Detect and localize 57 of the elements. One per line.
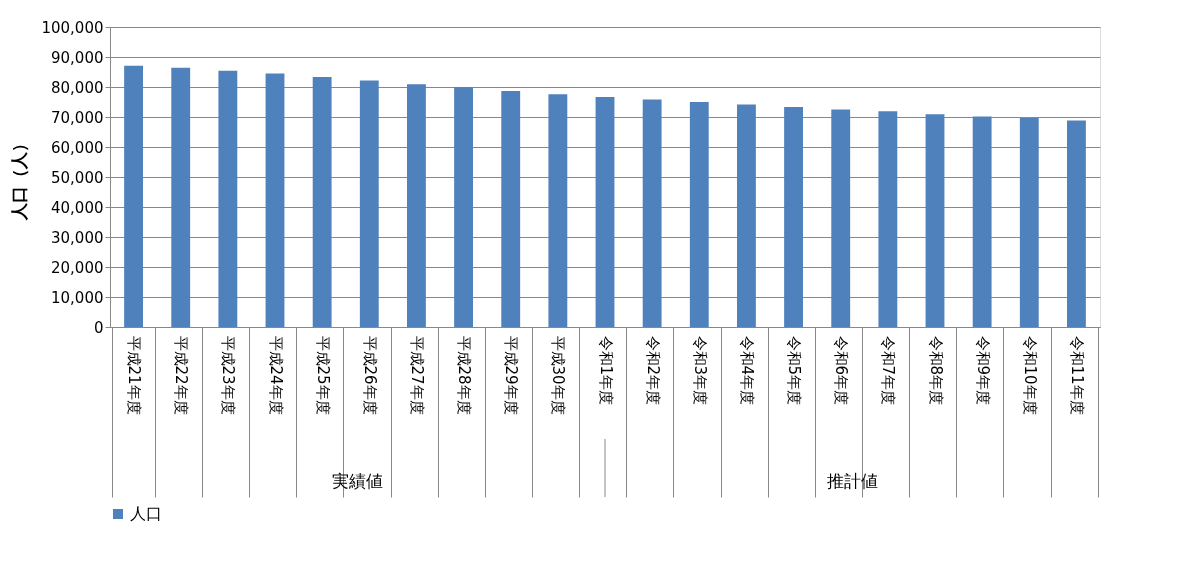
- x-tick-label: 令和5年度: [785, 335, 804, 406]
- x-tick-label: 令和2年度: [643, 335, 662, 406]
- x-tick-label: 平成26年度: [360, 335, 379, 415]
- bar: [171, 67, 191, 327]
- x-tick-label: 平成21年度: [125, 335, 144, 415]
- bar: [454, 87, 473, 327]
- bar: [312, 77, 332, 327]
- y-tick-label: 40,000: [51, 198, 104, 217]
- bar: [1019, 117, 1039, 327]
- y-tick-label: 30,000: [51, 228, 104, 247]
- y-tick-label: 50,000: [51, 168, 104, 187]
- bar: [359, 80, 379, 327]
- y-tick-label: 80,000: [51, 78, 104, 97]
- bar: [831, 109, 851, 327]
- bar: [407, 84, 426, 327]
- bar: [124, 65, 143, 327]
- x-tick-label: 平成25年度: [313, 335, 332, 415]
- y-tick-label: 60,000: [51, 138, 104, 157]
- x-tick-label: 平成27年度: [407, 335, 426, 415]
- x-tick-label: 平成30年度: [549, 335, 568, 415]
- y-axis-title: 人口（人）: [9, 135, 30, 221]
- x-tick-label: 令和1年度: [596, 335, 615, 406]
- x-tick-label: 平成28年度: [455, 335, 474, 415]
- y-tick-label: 0: [93, 318, 104, 337]
- bar: [548, 94, 568, 327]
- x-tick-label: 令和9年度: [973, 335, 992, 406]
- x-tick-label: 平成22年度: [172, 335, 191, 415]
- x-tick-label: 令和10年度: [1020, 335, 1039, 415]
- bar: [501, 90, 521, 327]
- bar: [878, 111, 898, 327]
- y-tick-label: 90,000: [51, 48, 104, 67]
- bar: [642, 99, 662, 327]
- x-tick-label: 平成24年度: [266, 335, 285, 415]
- x-tick-label: 令和6年度: [832, 335, 851, 406]
- x-tick-label: 令和3年度: [690, 335, 709, 406]
- bar: [1067, 120, 1086, 327]
- bar: [218, 70, 238, 327]
- legend-label: 人口: [130, 504, 162, 523]
- x-tick-label: 令和11年度: [1067, 335, 1086, 415]
- x-tick-label: 平成29年度: [502, 335, 521, 415]
- bar: [972, 116, 992, 327]
- y-tick-label: 100,000: [41, 18, 104, 37]
- bar: [784, 107, 803, 327]
- x-tick-label: 令和4年度: [737, 335, 756, 406]
- x-tick-label: 令和8年度: [926, 335, 945, 406]
- bar: [737, 104, 756, 327]
- x-tick-label: 平成23年度: [219, 335, 238, 415]
- text: 推計値: [827, 471, 878, 491]
- x-tick-label: 令和7年度: [879, 335, 898, 406]
- y-tick-label: 20,000: [51, 258, 104, 277]
- bar: [265, 73, 285, 327]
- bar: [925, 114, 945, 327]
- y-tick-label: 10,000: [51, 288, 104, 307]
- bar: [595, 96, 615, 327]
- text: 実績値: [332, 471, 383, 491]
- bar: [689, 102, 709, 327]
- y-tick-label: 70,000: [51, 108, 104, 127]
